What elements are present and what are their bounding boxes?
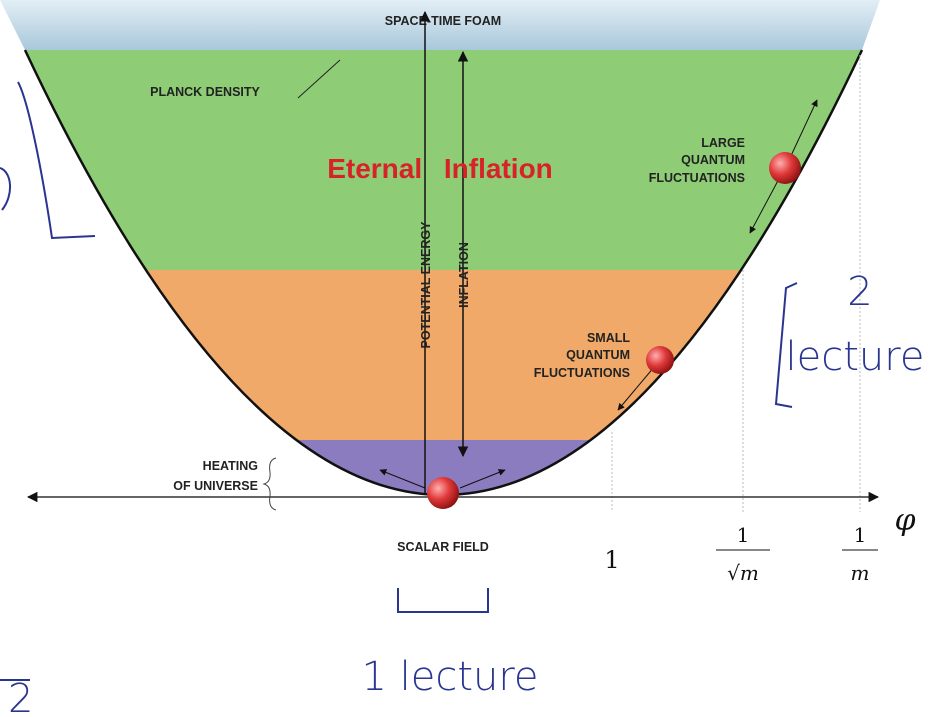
tick-label: √m bbox=[727, 561, 759, 585]
small-label: FLUCTUATIONS bbox=[534, 366, 630, 380]
large-label: FLUCTUATIONS bbox=[649, 171, 745, 185]
heating-label: OF UNIVERSE bbox=[173, 479, 258, 493]
axis-label: SCALAR FIELD bbox=[397, 540, 489, 554]
tick-label: m bbox=[851, 561, 870, 585]
hand-text: 1 lecture bbox=[361, 654, 538, 700]
small-label: QUANTUM bbox=[566, 348, 630, 362]
heading: Eternal Inflation bbox=[327, 153, 553, 184]
page: SPACE-TIME FOAM PLANCK DENSITY Eternal I… bbox=[0, 0, 937, 717]
ball bbox=[646, 346, 674, 374]
planck-label: PLANCK DENSITY bbox=[150, 85, 260, 99]
small-label: SMALL bbox=[587, 331, 630, 345]
ball bbox=[427, 477, 459, 509]
ball bbox=[769, 152, 801, 184]
energy-label: POTENTIAL ENERGY bbox=[419, 221, 433, 349]
hand-text: 2 bbox=[847, 269, 872, 315]
large-label: QUANTUM bbox=[681, 153, 745, 167]
purple-band bbox=[0, 440, 937, 510]
tick-label: 1 bbox=[737, 523, 750, 547]
foam-label: SPACE-TIME FOAM bbox=[385, 14, 501, 28]
hand-mark bbox=[0, 168, 10, 210]
hand-bracket bbox=[398, 588, 488, 612]
heating-brace bbox=[264, 458, 276, 510]
diagram: SPACE-TIME FOAM PLANCK DENSITY Eternal I… bbox=[0, 0, 937, 717]
heating-label: HEATING bbox=[203, 459, 258, 473]
hand-text: lecture bbox=[786, 334, 925, 380]
axis-symbol: φ bbox=[894, 503, 915, 538]
inflation-label: INFLATION bbox=[457, 242, 471, 308]
large-label: LARGE bbox=[701, 136, 745, 150]
tick-label: 1 bbox=[854, 523, 867, 547]
tick-label: 1 bbox=[604, 546, 619, 574]
hand-text: 2 bbox=[8, 676, 33, 717]
